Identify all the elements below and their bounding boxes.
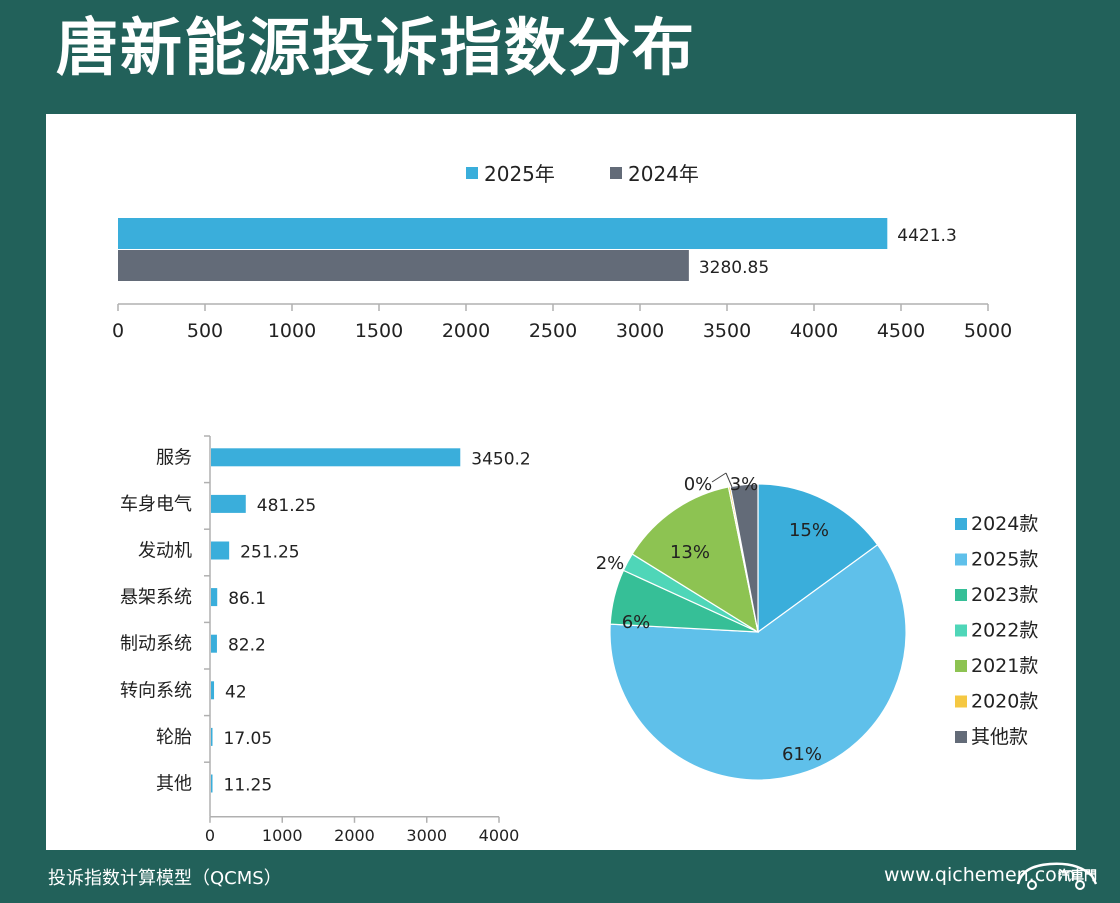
category-label-1: 车身电气 <box>120 494 192 515</box>
x-tick-label-2: 1000 <box>268 320 316 342</box>
logo-text: 汽車門 <box>1058 868 1097 884</box>
x-tick-label-5: 2500 <box>529 320 577 342</box>
bar-value-label-1: 3280.85 <box>699 258 769 278</box>
x-tick-label-3: 1500 <box>355 320 403 342</box>
x-tick-label-7: 3500 <box>703 320 751 342</box>
leader-line-2020b <box>725 472 733 488</box>
category-value-label-2: 251.25 <box>240 543 299 563</box>
x-tick-label-6: 3000 <box>616 320 664 342</box>
category-value-label-0: 3450.2 <box>471 449 530 469</box>
leader-line-2020 <box>711 472 727 483</box>
category-bar-0 <box>211 448 461 467</box>
overall-complaint-chart: 2025年 2024年 4421.3 3280.85 0 500 1000 1500 2000 2… <box>112 162 1012 342</box>
category-value-label-4: 82.2 <box>228 636 266 656</box>
category-bar-7 <box>211 774 213 793</box>
category-value-label-5: 42 <box>225 682 247 702</box>
pie-label-5: 0% <box>684 474 713 495</box>
pie-legend-swatch-6 <box>955 731 967 743</box>
category-bar-4 <box>211 634 217 653</box>
category-label-5: 转向系统 <box>120 680 192 701</box>
x-tick-label-8: 4000 <box>790 320 838 342</box>
model-year-pie-chart: 15% 61% 6% 2% 13% 0% 3% 2024款 2025款 2023款 2022款 202… <box>596 472 1038 781</box>
category-bar-2 <box>211 541 230 560</box>
category-label-3: 悬架系统 <box>120 587 192 608</box>
legend-swatch-1 <box>610 167 622 179</box>
x-tick-label-9: 4500 <box>877 320 925 342</box>
pie-legend-swatch-1 <box>955 553 967 566</box>
pie-legend-label-6: 其他款 <box>971 726 1028 748</box>
model-footnote: 投诉指数计算模型（QCMS） <box>48 868 282 889</box>
category-label-4: 制动系统 <box>120 634 192 655</box>
pie-legend-label-3: 2022款 <box>971 620 1038 642</box>
pie-legend-swatch-4 <box>955 660 967 672</box>
x-tick-label-10: 5000 <box>964 320 1012 342</box>
category-bar-5 <box>211 681 215 700</box>
bar-0 <box>118 218 888 249</box>
chart-panel: 2025年 2024年 4421.3 3280.85 0 500 1000 1500 2000 2… <box>46 114 1076 850</box>
category-bar-1 <box>211 494 246 513</box>
bar-value-label-0: 4421.3 <box>897 226 956 246</box>
pie-slice-4 <box>631 486 759 634</box>
page-title: 唐新能源投诉指数分布 <box>56 11 697 84</box>
x-tick-label-3: 3000 <box>406 826 447 845</box>
category-label-2: 发动机 <box>138 541 192 562</box>
category-label-6: 轮胎 <box>156 727 192 748</box>
pie-legend-label-2: 2023款 <box>971 584 1038 606</box>
pie-label-4: 13% <box>670 542 710 563</box>
category-complaint-chart: 服务 3450.2 车身电气 481.25 发动机 251.25 悬架系统 86.1 制动系统 8… <box>120 435 531 845</box>
x-tick-label-4: 4000 <box>479 826 520 845</box>
legend-label-1: 2024年 <box>628 162 699 186</box>
category-bar-6 <box>211 727 213 746</box>
pie-legend-label-4: 2021款 <box>971 655 1038 677</box>
pie-slice-6 <box>729 483 759 633</box>
legend-swatch-0 <box>466 167 478 179</box>
legend-label-0: 2025年 <box>484 162 555 186</box>
category-value-label-1: 481.25 <box>257 496 316 516</box>
category-value-label-6: 17.05 <box>224 729 273 749</box>
pie-label-2: 6% <box>622 612 651 633</box>
pie-label-3: 2% <box>596 553 625 574</box>
x-tick-label-2: 2000 <box>334 826 375 845</box>
x-tick-label-0: 0 <box>112 320 124 342</box>
pie-legend-label-1: 2025款 <box>971 549 1038 571</box>
pie-legend-label-0: 2024款 <box>971 513 1038 535</box>
category-bar-3 <box>211 588 218 607</box>
pie-slice-0 <box>757 483 879 634</box>
qichemen-logo-icon: 汽車門 <box>1016 862 1098 890</box>
pie-label-6: 3% <box>730 474 759 495</box>
category-value-label-3: 86.1 <box>228 589 266 609</box>
pie-legend-swatch-2 <box>955 589 967 601</box>
pie-legend-label-5: 2020款 <box>971 691 1038 713</box>
pie-label-0: 15% <box>789 520 829 541</box>
category-label-0: 服务 <box>156 447 192 468</box>
x-tick-label-1: 500 <box>187 320 223 342</box>
category-value-label-7: 11.25 <box>224 776 273 796</box>
pie-slice-1 <box>609 543 907 781</box>
category-label-7: 其他 <box>156 774 192 795</box>
bar-1 <box>118 250 689 281</box>
x-tick-label-4: 2000 <box>442 320 490 342</box>
x-tick-label-1: 1000 <box>262 826 303 845</box>
pie-label-1: 61% <box>782 744 822 765</box>
x-tick-label-0: 0 <box>205 826 215 845</box>
pie-legend-swatch-5 <box>955 695 967 708</box>
pie-legend-swatch-3 <box>955 624 967 637</box>
pie-legend-swatch-0 <box>955 518 967 530</box>
